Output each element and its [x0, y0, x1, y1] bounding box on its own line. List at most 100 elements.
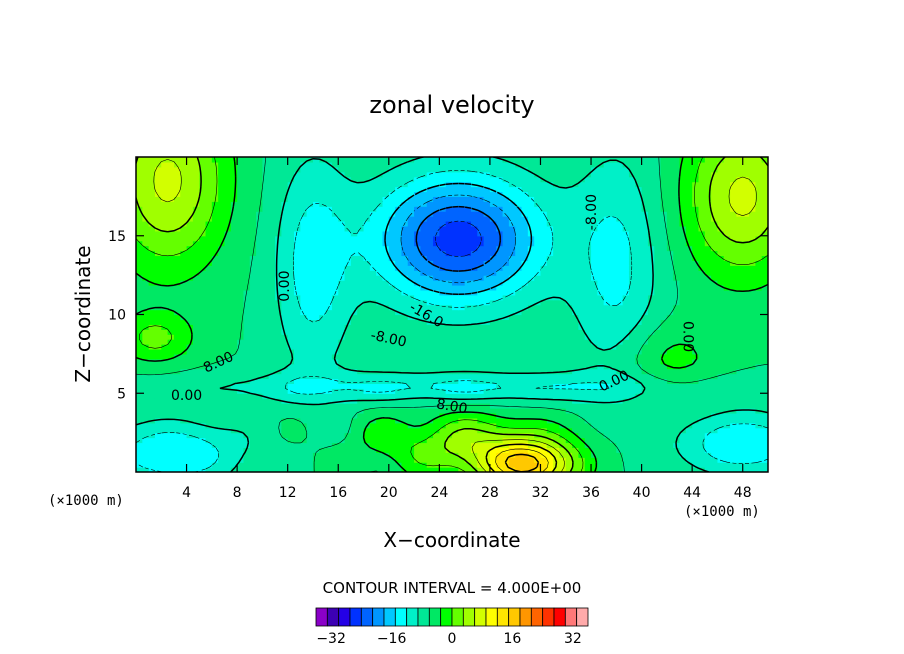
field-cell — [445, 467, 453, 472]
field-cell — [401, 304, 409, 311]
field-cell — [458, 240, 466, 247]
field-cell — [186, 289, 194, 296]
field-cell — [755, 275, 763, 281]
field-cell — [319, 275, 327, 281]
field-cell — [616, 270, 624, 276]
field-cell — [616, 358, 624, 365]
field-cell — [730, 427, 737, 434]
field-cell — [237, 422, 245, 429]
field-cell — [136, 324, 143, 330]
field-cell — [420, 432, 428, 439]
field-cell — [635, 329, 643, 335]
field-cell — [622, 270, 630, 276]
field-cell — [331, 457, 339, 463]
field-cell — [344, 294, 352, 301]
field-cell — [540, 383, 548, 389]
field-cell — [407, 452, 415, 458]
field-cell — [439, 344, 447, 350]
field-cell — [319, 457, 327, 463]
field-cell — [224, 235, 232, 242]
field-cell — [502, 452, 510, 458]
field-cell — [344, 275, 352, 281]
field-cell — [338, 427, 346, 434]
field-cell — [186, 442, 194, 448]
field-cell — [180, 304, 188, 311]
field-cell — [565, 294, 573, 301]
field-cell — [325, 245, 333, 252]
field-cell — [704, 299, 712, 306]
field-cell — [395, 378, 403, 384]
field-cell — [597, 398, 605, 404]
field-cell — [692, 427, 700, 434]
field-cell — [363, 240, 371, 247]
field-cell — [211, 314, 219, 321]
field-cell — [439, 462, 447, 468]
field-cell — [237, 230, 245, 237]
field-cell — [489, 255, 497, 261]
field-cell — [211, 388, 219, 394]
field-cell — [572, 368, 579, 375]
field-cell — [142, 417, 150, 424]
field-cell — [559, 260, 567, 266]
field-cell — [578, 383, 586, 389]
field-cell — [603, 378, 611, 384]
field-cell — [148, 235, 156, 242]
field-cell — [742, 383, 750, 389]
field-cell — [142, 260, 150, 266]
field-cell — [325, 408, 333, 414]
field-cell — [685, 358, 693, 365]
field-cell — [312, 437, 320, 444]
field-cell — [249, 324, 257, 330]
field-cell — [755, 245, 763, 252]
field-cell — [603, 294, 611, 301]
field-cell — [477, 324, 485, 330]
field-cell — [742, 329, 750, 335]
field-cell — [414, 437, 421, 444]
field-cell — [262, 462, 270, 468]
field-cell — [572, 452, 579, 458]
field-cell — [249, 452, 257, 458]
field-cell — [426, 309, 434, 316]
field-cell — [534, 403, 542, 409]
field-cell — [173, 304, 181, 311]
field-cell — [357, 408, 365, 414]
field-cell — [154, 432, 162, 439]
field-cell — [186, 230, 194, 237]
field-cell — [496, 314, 504, 321]
field-cell — [470, 260, 478, 266]
field-cell — [401, 265, 409, 271]
field-cell — [755, 403, 763, 409]
field-cell — [477, 304, 485, 311]
field-cell — [180, 270, 188, 276]
field-cell — [742, 422, 750, 429]
field-cell — [527, 452, 535, 458]
field-cell — [755, 289, 763, 296]
field-cell — [382, 235, 390, 242]
field-cell — [420, 348, 428, 355]
field-cell — [218, 412, 226, 419]
field-cell — [660, 353, 668, 360]
field-cell — [521, 289, 529, 296]
field-cell — [249, 383, 257, 389]
field-cell — [742, 280, 750, 286]
field-cell — [350, 408, 358, 414]
field-cell — [483, 299, 491, 306]
field-cell — [692, 408, 700, 414]
field-cell — [142, 363, 150, 370]
field-cell — [154, 373, 162, 380]
field-cell — [218, 225, 226, 232]
field-cell — [439, 270, 447, 276]
field-cell — [559, 358, 567, 365]
field-cell — [199, 324, 207, 330]
field-cell — [540, 260, 548, 266]
field-cell — [641, 304, 649, 311]
field-cell — [382, 314, 390, 321]
field-cell — [192, 427, 200, 434]
field-cell — [325, 225, 333, 232]
field-cell — [717, 324, 725, 330]
field-cell — [306, 309, 314, 316]
field-cell — [211, 373, 219, 380]
field-cell — [483, 368, 491, 375]
field-cell — [338, 339, 346, 345]
field-cell — [647, 398, 655, 404]
